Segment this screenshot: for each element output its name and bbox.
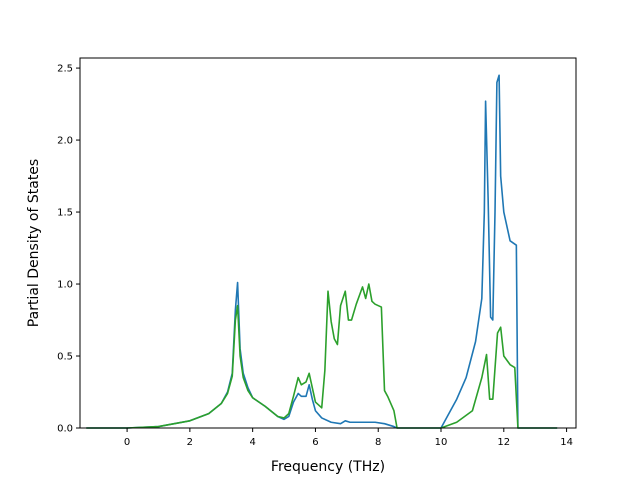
series-line-2 — [86, 283, 558, 429]
y-tick-label: 1.0 — [57, 280, 73, 291]
x-tick-label: 0 — [124, 437, 130, 448]
x-tick-label: 14 — [560, 437, 573, 448]
y-tick-label: 0.0 — [57, 424, 73, 435]
x-axis-ticks: 0 2 4 6 8 10 12 14 — [124, 428, 573, 448]
x-tick-label: 4 — [249, 437, 255, 448]
y-axis-label: Partial Density of States — [26, 159, 42, 327]
y-tick-label: 0.5 — [57, 352, 73, 363]
x-tick-label: 8 — [375, 437, 381, 448]
x-tick-label: 6 — [312, 437, 318, 448]
x-axis-label: Frequency (THz) — [271, 459, 385, 475]
x-tick-label: 10 — [435, 437, 448, 448]
x-tick-label: 2 — [187, 437, 193, 448]
series-layer — [86, 74, 558, 429]
y-tick-label: 2.0 — [57, 136, 73, 147]
y-axis-ticks: 0.0 0.5 1.0 1.5 2.0 2.5 — [57, 64, 80, 435]
y-tick-label: 1.5 — [57, 208, 73, 219]
y-tick-label: 2.5 — [57, 64, 73, 75]
series-line-1 — [86, 74, 558, 429]
x-tick-label: 12 — [497, 437, 510, 448]
plot-frame — [79, 57, 577, 429]
